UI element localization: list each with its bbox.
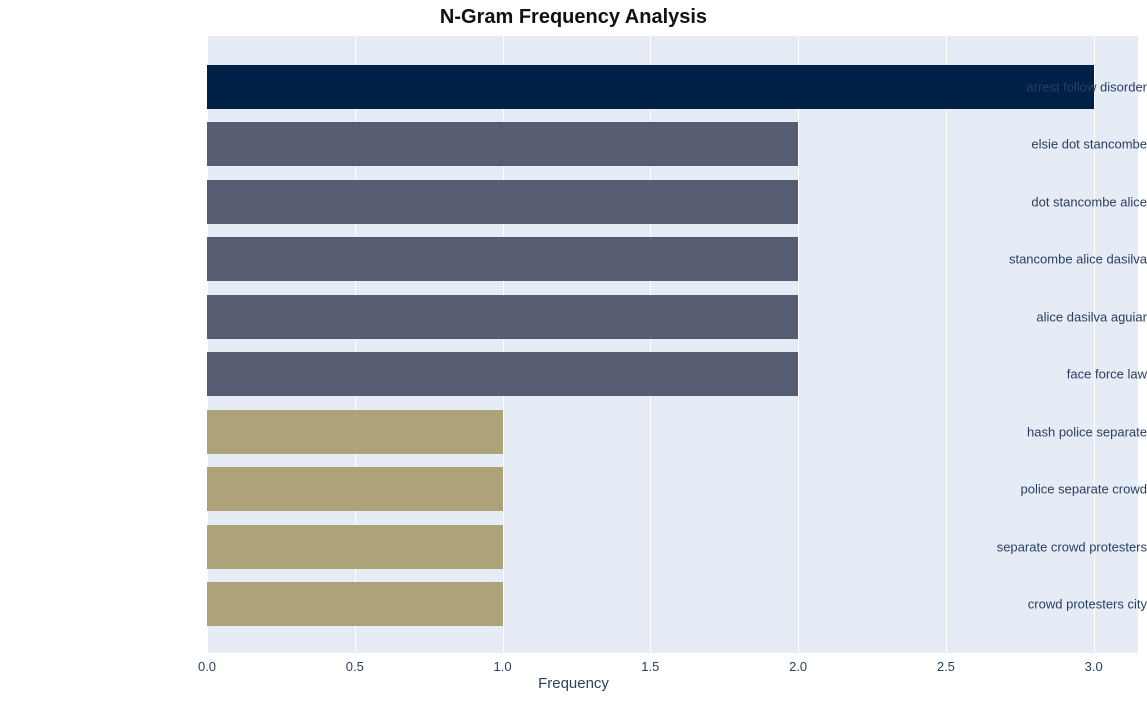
- bar: [207, 122, 798, 166]
- x-tick-label: 0.5: [346, 659, 364, 674]
- bar: [207, 525, 503, 569]
- x-tick-label: 1.0: [494, 659, 512, 674]
- y-tick-label: elsie dot stancombe: [946, 137, 1147, 152]
- bar: [207, 237, 798, 281]
- y-tick-label: police separate crowd: [946, 482, 1147, 497]
- gridline: [1094, 36, 1095, 653]
- x-tick-label: 0.0: [198, 659, 216, 674]
- y-tick-label: dot stancombe alice: [946, 194, 1147, 209]
- y-tick-label: alice dasilva aguiar: [946, 309, 1147, 324]
- gridline: [798, 36, 799, 653]
- bar: [207, 295, 798, 339]
- y-tick-label: stancombe alice dasilva: [946, 252, 1147, 267]
- y-tick-label: hash police separate: [946, 424, 1147, 439]
- x-tick-label: 3.0: [1085, 659, 1103, 674]
- chart-title: N-Gram Frequency Analysis: [0, 6, 1147, 29]
- y-tick-label: arrest follow disorder: [946, 79, 1147, 94]
- bar: [207, 582, 503, 626]
- y-tick-label: face force law: [946, 367, 1147, 382]
- bar: [207, 352, 798, 396]
- y-tick-label: crowd protesters city: [946, 597, 1147, 612]
- plot-area: [207, 36, 1138, 653]
- x-tick-label: 2.0: [789, 659, 807, 674]
- bar: [207, 410, 503, 454]
- x-tick-label: 1.5: [641, 659, 659, 674]
- gridline: [946, 36, 947, 653]
- ngram-chart: N-Gram Frequency Analysis arrest follow …: [0, 0, 1147, 701]
- bar: [207, 180, 798, 224]
- x-tick-label: 2.5: [937, 659, 955, 674]
- x-axis-label: Frequency: [0, 675, 1147, 692]
- y-tick-label: separate crowd protesters: [946, 539, 1147, 554]
- bar: [207, 467, 503, 511]
